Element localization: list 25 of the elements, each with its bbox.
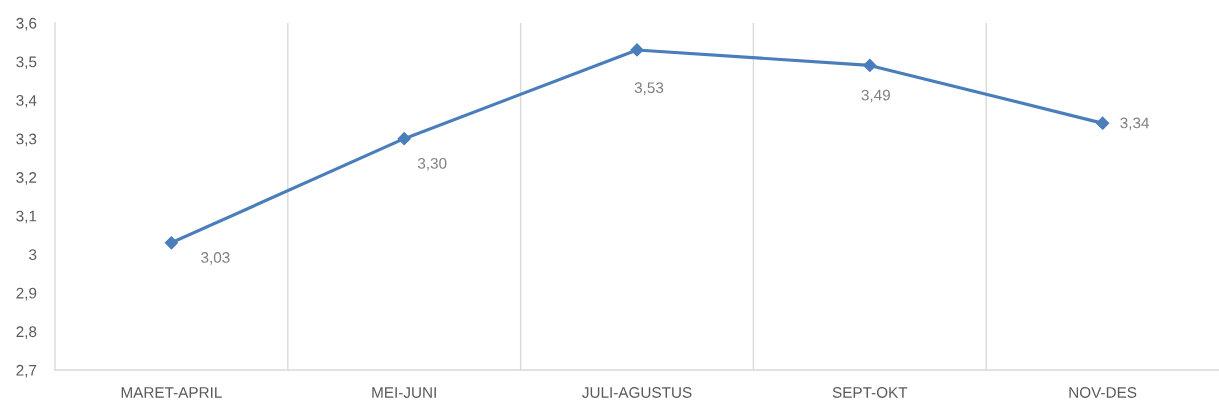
data-label: 3,03	[201, 252, 230, 265]
data-label: 3,49	[861, 89, 890, 103]
y-tick-label: 3	[29, 249, 37, 261]
data-label: 3,30	[417, 157, 447, 171]
y-tick-label: 3,1	[16, 210, 37, 224]
y-tick-label: 3,4	[16, 94, 37, 108]
point	[1096, 116, 1110, 130]
x-tick-label: MEI-JUNI	[372, 387, 436, 398]
x-tick-label: JULI-AGUSTUS	[582, 387, 692, 398]
x-tick-label: SEPT-OKT	[832, 387, 908, 398]
y-tick-label: 2,9	[16, 287, 37, 301]
y-tick-label: 3,3	[16, 133, 37, 147]
data-label: 3,53	[634, 82, 664, 95]
point	[863, 58, 877, 72]
y-tick-label: 2,7	[16, 364, 37, 378]
point	[397, 132, 411, 146]
y-tick-label: 2,8	[16, 326, 37, 339]
x-tick-label: NOV-DES	[1069, 387, 1137, 398]
y-tick-label: 3,5	[16, 56, 37, 70]
point	[630, 43, 644, 57]
y-tick-label: 3,6	[16, 17, 37, 31]
y-tick-label: 3,2	[16, 172, 37, 185]
x-tick-label: MARET-APRIL	[121, 387, 222, 398]
point	[164, 236, 178, 250]
data-label: 3,34	[1120, 117, 1150, 131]
